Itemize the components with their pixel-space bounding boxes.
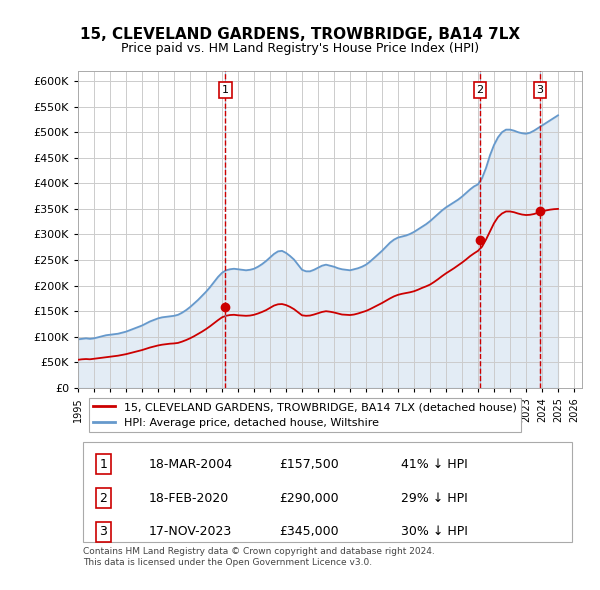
Text: £157,500: £157,500 <box>280 458 340 471</box>
Legend: 15, CLEVELAND GARDENS, TROWBRIDGE, BA14 7LX (detached house), HPI: Average price: 15, CLEVELAND GARDENS, TROWBRIDGE, BA14 … <box>89 398 521 432</box>
Text: 29% ↓ HPI: 29% ↓ HPI <box>401 491 467 504</box>
Text: 3: 3 <box>536 85 544 95</box>
Text: £290,000: £290,000 <box>280 491 339 504</box>
Text: Contains HM Land Registry data © Crown copyright and database right 2024.
This d: Contains HM Land Registry data © Crown c… <box>83 548 435 567</box>
Text: 15, CLEVELAND GARDENS, TROWBRIDGE, BA14 7LX: 15, CLEVELAND GARDENS, TROWBRIDGE, BA14 … <box>80 27 520 41</box>
Text: 18-MAR-2004: 18-MAR-2004 <box>149 458 233 471</box>
Text: Price paid vs. HM Land Registry's House Price Index (HPI): Price paid vs. HM Land Registry's House … <box>121 42 479 55</box>
Text: 3: 3 <box>99 526 107 539</box>
Text: 41% ↓ HPI: 41% ↓ HPI <box>401 458 467 471</box>
Text: 17-NOV-2023: 17-NOV-2023 <box>149 526 232 539</box>
Text: 2: 2 <box>99 491 107 504</box>
Text: 1: 1 <box>99 458 107 471</box>
Text: 30% ↓ HPI: 30% ↓ HPI <box>401 526 467 539</box>
Text: £345,000: £345,000 <box>280 526 339 539</box>
Text: 18-FEB-2020: 18-FEB-2020 <box>149 491 229 504</box>
Text: 1: 1 <box>222 85 229 95</box>
Text: 2: 2 <box>476 85 484 95</box>
